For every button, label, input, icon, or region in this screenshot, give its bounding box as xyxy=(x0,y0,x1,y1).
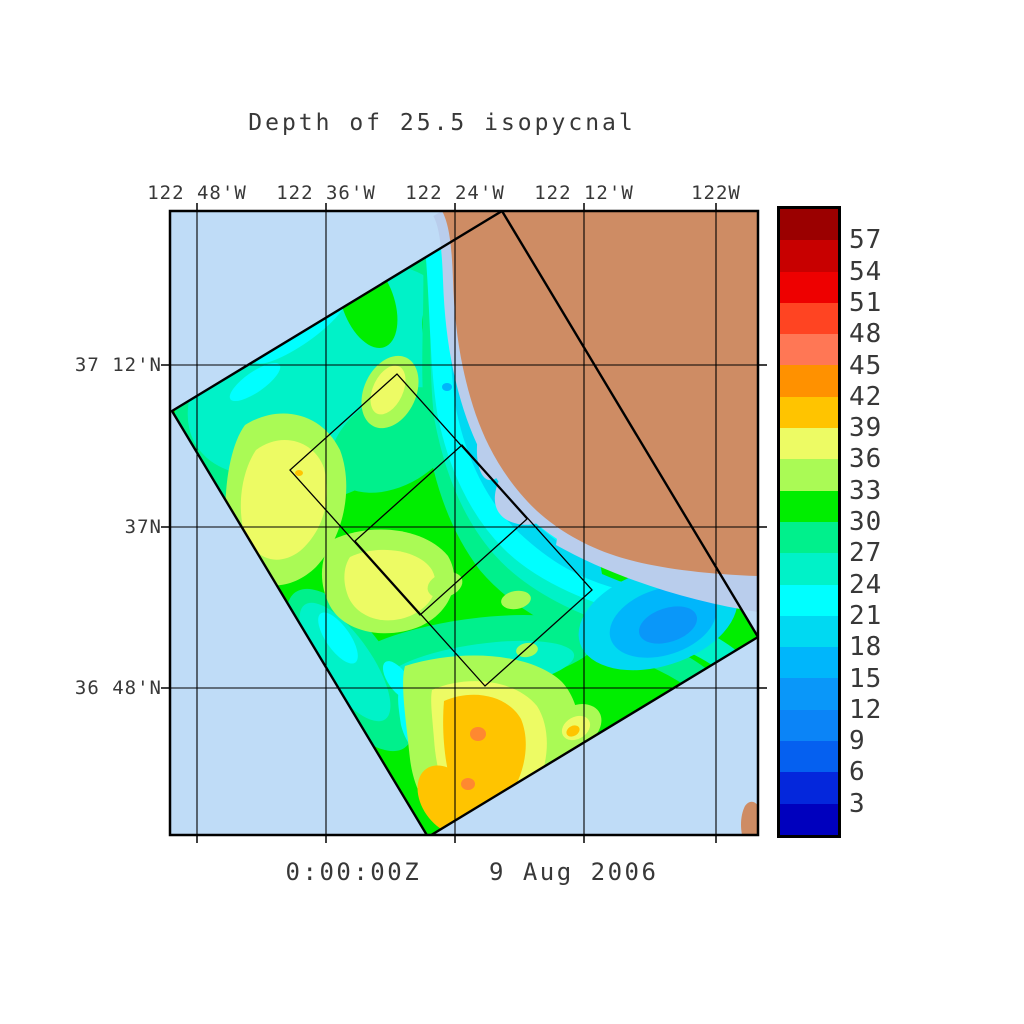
colorbar-band-5 xyxy=(780,365,838,397)
colorbar-band-0 xyxy=(780,209,838,241)
colorbar-band-2 xyxy=(780,271,838,303)
colorbar-band-18 xyxy=(780,772,838,804)
contour-blob xyxy=(344,549,436,621)
colorbar-value-51: 51 xyxy=(849,287,883,318)
lon-tick-label-1: 122 36'W xyxy=(276,182,376,204)
colorbar-value-45: 45 xyxy=(849,350,883,381)
colorbar-band-6 xyxy=(780,396,838,429)
map-frame xyxy=(168,209,760,837)
colorbar-value-36: 36 xyxy=(849,444,883,475)
colorbar-value-15: 15 xyxy=(849,663,883,694)
contour-blob xyxy=(229,362,281,402)
colorbar-band-7 xyxy=(780,428,838,460)
colorbar-band-11 xyxy=(780,553,838,585)
plot-title: Depth of 25.5 isopycnal xyxy=(248,110,636,136)
land-california xyxy=(442,211,758,576)
timestamp-label: 0:00:00Z 9 Aug 2006 xyxy=(285,858,659,886)
colorbar-value-9: 9 xyxy=(849,726,866,757)
colorbar-value-30: 30 xyxy=(849,507,883,537)
contour-blob xyxy=(442,383,452,391)
colorbar-band-10 xyxy=(780,521,838,554)
contour-blob xyxy=(240,439,327,560)
colorbar-band-9 xyxy=(780,490,838,522)
land-islet xyxy=(741,801,758,835)
lon-tick-label-3: 122 12'W xyxy=(534,182,634,204)
colorbar-value-27: 27 xyxy=(849,538,883,569)
colorbar-band-19 xyxy=(780,803,838,835)
colorbar-value-54: 54 xyxy=(849,256,883,287)
colorbar-band-3 xyxy=(780,302,838,335)
colorbar-value-48: 48 xyxy=(849,319,883,350)
colorbar-band-12 xyxy=(780,584,838,616)
colorbar-value-21: 21 xyxy=(849,600,883,631)
colorbar-band-17 xyxy=(780,741,838,773)
colorbar-value-6: 6 xyxy=(849,757,866,788)
lat-tick-label-1: 37N xyxy=(124,516,162,538)
colorbar-band-16 xyxy=(780,709,838,742)
map-layers xyxy=(170,211,758,835)
lat-tick-label-0: 37 12'N xyxy=(74,354,162,376)
colorbar-value-18: 18 xyxy=(849,632,883,663)
colorbar-value-39: 39 xyxy=(849,413,883,444)
lon-tick-label-2: 122 24'W xyxy=(405,182,505,204)
colorbar-band-13 xyxy=(780,615,838,648)
contour-blob xyxy=(370,365,406,415)
contour-blob xyxy=(566,725,580,737)
colorbar-band-14 xyxy=(780,647,838,679)
contour-blob xyxy=(318,612,358,664)
contour-blob xyxy=(470,727,486,741)
colorbar-value-3: 3 xyxy=(849,788,866,819)
colorbar-band-15 xyxy=(780,678,838,710)
lon-tick-label-4: 122W xyxy=(691,182,741,204)
colorbar-value-42: 42 xyxy=(849,381,883,412)
inner-domain-a-outline xyxy=(289,373,528,616)
lat-tick-label-2: 36 48'N xyxy=(74,677,162,699)
contour-blob xyxy=(427,572,463,598)
colorbar-value-33: 33 xyxy=(849,475,883,506)
colorbar-band-4 xyxy=(780,334,838,366)
outer-domain-outline xyxy=(170,211,758,835)
inner-domain-b-outline xyxy=(354,444,593,687)
colorbar-band-8 xyxy=(780,459,838,491)
contour-blob xyxy=(501,590,531,610)
colorbar-value-24: 24 xyxy=(849,569,883,600)
colorbar-value-12: 12 xyxy=(849,694,883,725)
contour-blob xyxy=(638,606,698,644)
lon-tick-label-0: 122 48'W xyxy=(147,182,247,204)
colorbar xyxy=(777,206,841,838)
shelf-patch xyxy=(556,520,758,612)
contour-blob xyxy=(295,470,303,476)
colorbar-value-57: 57 xyxy=(849,225,883,256)
colorbar-band-1 xyxy=(780,240,838,272)
colorbar-bands xyxy=(780,209,838,835)
contour-blob xyxy=(461,778,475,790)
